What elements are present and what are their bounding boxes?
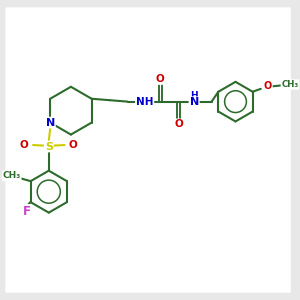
Text: S: S: [45, 142, 53, 152]
Text: O: O: [156, 74, 165, 84]
Text: O: O: [264, 82, 272, 92]
Text: CH₃: CH₃: [281, 80, 298, 89]
Text: O: O: [174, 119, 183, 129]
Text: F: F: [22, 205, 31, 218]
Text: N: N: [46, 118, 55, 128]
FancyBboxPatch shape: [5, 7, 291, 293]
Text: H: H: [190, 91, 198, 100]
Text: O: O: [69, 140, 78, 150]
Text: N: N: [190, 97, 199, 107]
Text: O: O: [20, 140, 29, 150]
Text: CH₃: CH₃: [2, 171, 21, 180]
Text: NH: NH: [136, 97, 153, 106]
